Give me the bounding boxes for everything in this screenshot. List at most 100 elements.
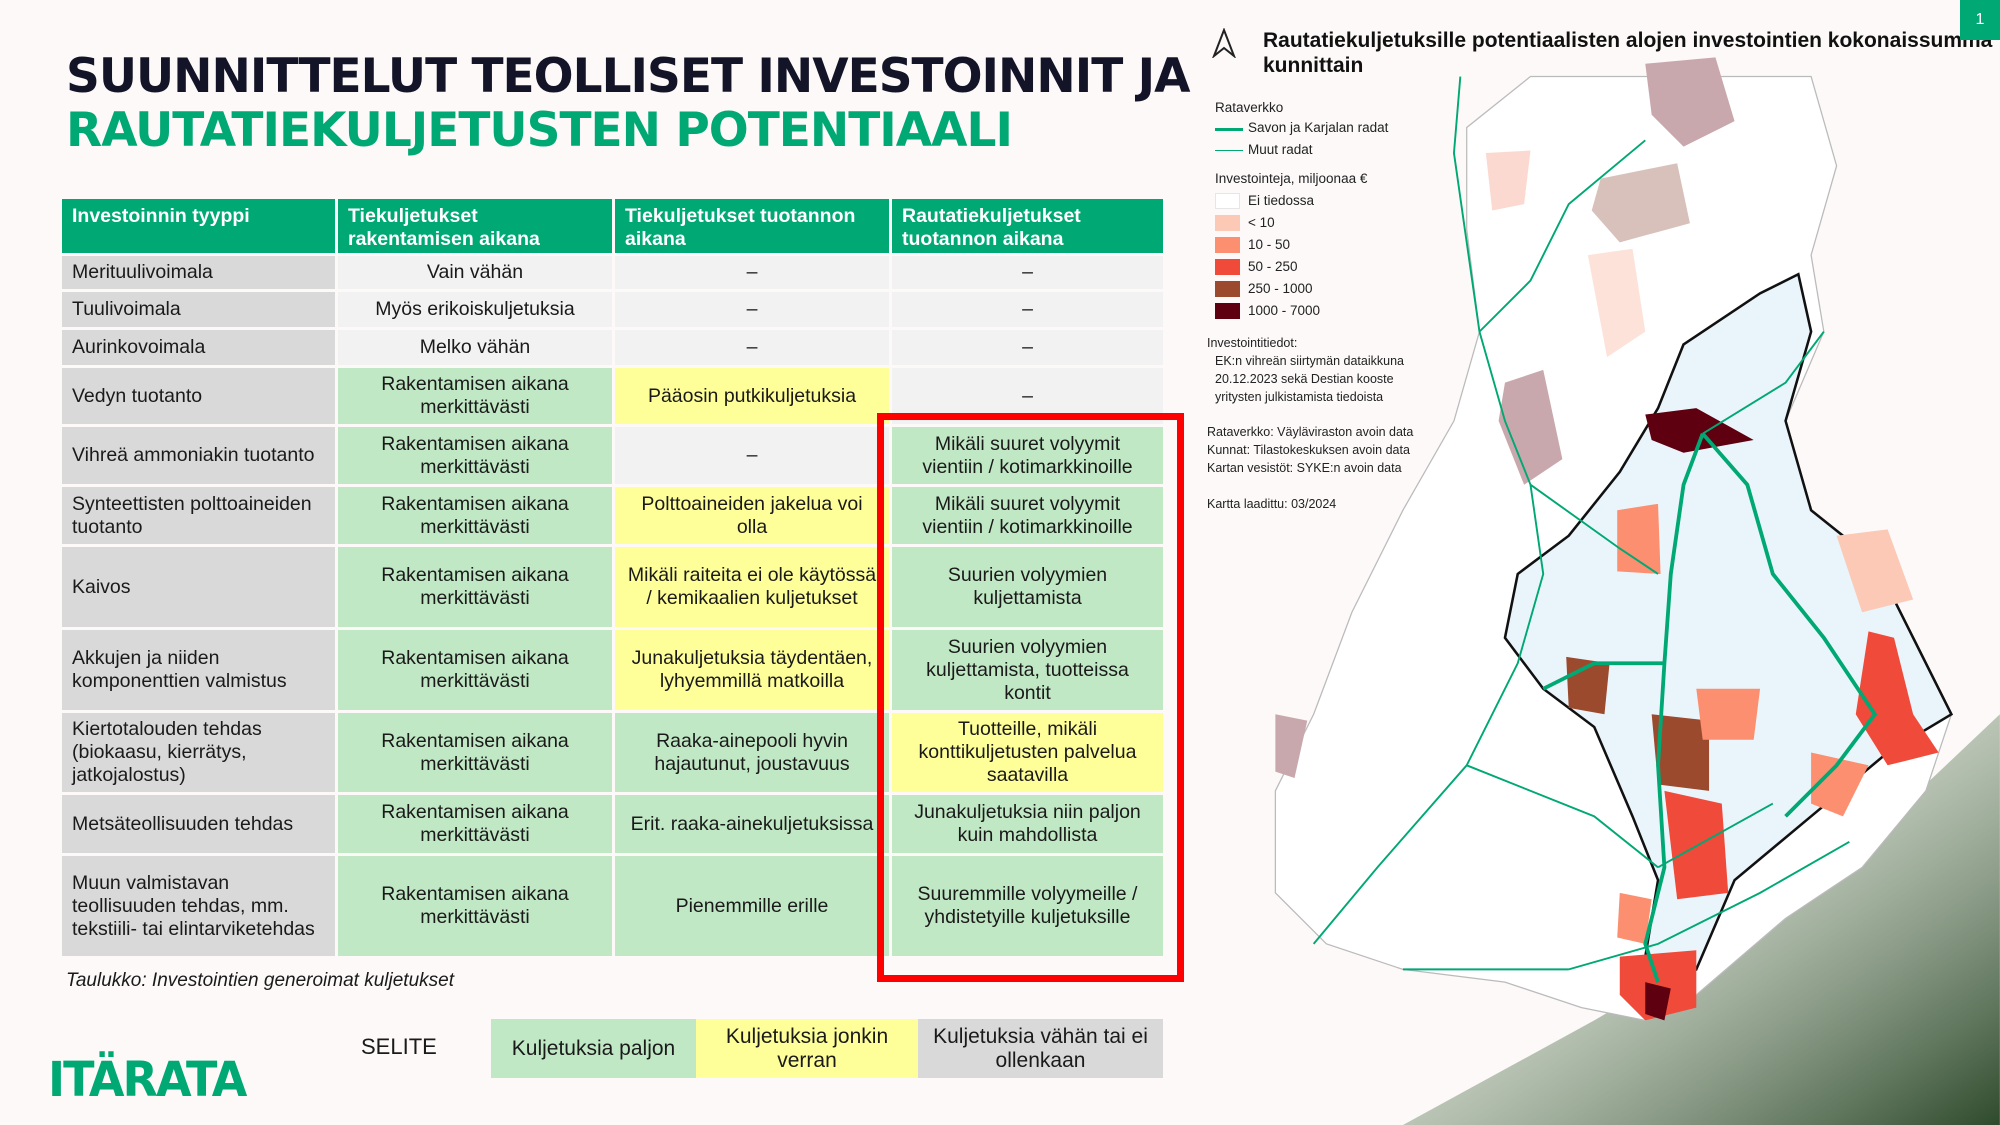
table-cell: Vain vähän bbox=[335, 253, 615, 292]
forest-photo bbox=[1402, 714, 2000, 1125]
legend-item-jonkin-verran: Kuljetuksia jonkin verran bbox=[696, 1019, 918, 1078]
class-swatch bbox=[1215, 259, 1240, 275]
investment-type-cell: Muun valmistavan teollisuuden tehdas, mm… bbox=[59, 853, 338, 959]
table-cell: – bbox=[612, 289, 892, 330]
table-row: Merituulivoimala Vain vähän – – bbox=[59, 253, 1166, 292]
investment-type-cell: Vihreä ammoniakin tuotanto bbox=[59, 424, 338, 487]
map-source-text: yritysten julkistamista tiedoista bbox=[1215, 390, 1384, 404]
table-cell: Erit. raaka-ainekuljetuksissa bbox=[612, 792, 892, 856]
table-row: Akkujen ja niiden komponenttien valmistu… bbox=[59, 627, 1166, 713]
map-source-text: Investointitiedot: bbox=[1207, 336, 1298, 350]
investment-type-cell: Metsäteollisuuden tehdas bbox=[59, 792, 338, 856]
map-source-text: Kunnat: Tilastokeskuksen avoin data bbox=[1207, 443, 1410, 457]
table-cell: Pienemmille erille bbox=[612, 853, 892, 959]
rail-legend-item: Savon ja Karjalan radat bbox=[1248, 120, 1389, 135]
class-swatch bbox=[1215, 237, 1240, 253]
map-source-text: Kartta laadittu: 03/2024 bbox=[1207, 497, 1337, 511]
table-cell: Mikäli suuret volyymit vientiin / kotima… bbox=[889, 424, 1166, 487]
table-cell: Polttoaineiden jakelua voi olla bbox=[612, 484, 892, 547]
highlight-box bbox=[877, 413, 1184, 982]
map-source-text: Kartan vesistöt: SYKE:n avoin data bbox=[1207, 461, 1402, 475]
legend-item-paljon: Kuljetuksia paljon bbox=[491, 1019, 696, 1078]
header-cell: Investoinnin tyyppi bbox=[59, 196, 338, 256]
table-cell: – bbox=[612, 253, 892, 292]
investment-table: Investoinnin tyyppi Tiekuljetukset raken… bbox=[59, 196, 1166, 959]
table-cell: – bbox=[889, 253, 1166, 292]
class-swatch bbox=[1215, 193, 1240, 209]
table-caption: Taulukko: Investointien generoimat kulje… bbox=[66, 970, 454, 991]
map-source-text: Rataverkko: Väyläviraston avoin data bbox=[1207, 425, 1414, 439]
north-arrow-icon bbox=[1212, 28, 1236, 58]
table-row: Synteettisten polttoaineiden tuotanto Rak… bbox=[59, 484, 1166, 547]
header-cell: Tiekuljetukset rakentamisen aikana bbox=[335, 196, 615, 256]
table-cell: Rakentamisen aikana merkittävästi bbox=[335, 627, 615, 713]
table-row: Aurinkovoimala Melko vähän – – bbox=[59, 327, 1166, 368]
table-row: Tuulivoimala Myös erikoiskuljetuksia – – bbox=[59, 289, 1166, 330]
table-cell: – bbox=[889, 327, 1166, 368]
header-cell: Tiekuljetukset tuotannon aikana bbox=[612, 196, 892, 256]
table-header: Investoinnin tyyppi Tiekuljetukset raken… bbox=[59, 196, 1166, 256]
table-cell: Rakentamisen aikana merkittävästi bbox=[335, 365, 615, 427]
table-cell: Melko vähän bbox=[335, 327, 615, 368]
table-cell: Rakentamisen aikana merkittävästi bbox=[335, 853, 615, 959]
investment-legend-title: Investointeja, miljoonaa € bbox=[1215, 171, 1368, 186]
table-cell: Pääosin putkikuljetuksia bbox=[612, 365, 892, 427]
table-cell: Rakentamisen aikana merkittävästi bbox=[335, 544, 615, 630]
table-cell: Tuotteille, mikäli konttikuljetusten pal… bbox=[889, 710, 1166, 795]
table-cell: Mikäli suuret volyymit vientiin / kotima… bbox=[889, 484, 1166, 547]
class-label: 1000 - 7000 bbox=[1248, 303, 1321, 318]
legend-title: SELITE bbox=[361, 1034, 437, 1059]
map-title: Rautatiekuljetuksille potentiaalisten al… bbox=[1212, 28, 2000, 78]
investment-type-cell: Tuulivoimala bbox=[59, 289, 338, 330]
table-cell: – bbox=[612, 424, 892, 487]
table-row: Vedyn tuotanto Rakentamisen aikana merkit… bbox=[59, 365, 1166, 427]
investment-type-cell: Kiertotalouden tehdas (biokaasu, kierrät… bbox=[59, 710, 338, 795]
investment-type-cell: Akkujen ja niiden komponenttien valmistu… bbox=[59, 627, 338, 713]
table-cell: Rakentamisen aikana merkittävästi bbox=[335, 792, 615, 856]
rail-network bbox=[1312, 76, 1878, 983]
map-source-text: 20.12.2023 sekä Destian kooste bbox=[1215, 372, 1394, 386]
map-source-text: EK:n vihreän siirtymän dataikkuna bbox=[1215, 354, 1404, 368]
table-row: Vihreä ammoniakin tuotanto Rakentamisen a… bbox=[59, 424, 1166, 487]
finland-map bbox=[1274, 57, 2000, 1125]
investment-type-cell: Aurinkovoimala bbox=[59, 327, 338, 368]
class-label: 10 - 50 bbox=[1248, 237, 1291, 252]
table-cell: Suurien volyymien kuljettamista bbox=[889, 544, 1166, 630]
investment-type-cell: Synteettisten polttoaineiden tuotanto bbox=[59, 484, 338, 547]
class-swatch bbox=[1215, 303, 1240, 319]
table-cell: Myös erikoiskuljetuksia bbox=[335, 289, 615, 330]
class-swatch bbox=[1215, 215, 1240, 231]
itarata-logo: ITÄRATA bbox=[48, 1050, 247, 1108]
rail-line-thin-swatch bbox=[1215, 150, 1243, 151]
table-cell: Rakentamisen aikana merkittävästi bbox=[335, 710, 615, 795]
class-label: 50 - 250 bbox=[1248, 259, 1298, 274]
class-label: < 10 bbox=[1248, 215, 1275, 230]
table-cell: Junakuljetuksia täydentäen, lyhyemmillä … bbox=[612, 627, 892, 713]
table-cell: – bbox=[612, 327, 892, 368]
table-cell: Junakuljetuksia niin paljon kuin mahdoll… bbox=[889, 792, 1166, 856]
table-row: Kaivos Rakentamisen aikana merkittävästi M… bbox=[59, 544, 1166, 630]
rail-legend-item: Muut radat bbox=[1248, 142, 1313, 157]
table-row: Metsäteollisuuden tehdas Rakentamisen aik… bbox=[59, 792, 1166, 856]
class-label: 250 - 1000 bbox=[1248, 281, 1313, 296]
class-label: Ei tiedossa bbox=[1248, 193, 1315, 208]
page-title: SUUNNITTELUT TEOLLISET INVESTOINNIT JA R… bbox=[66, 49, 1190, 158]
table-cell: Suurien volyymien kuljettamista, tuottei… bbox=[889, 627, 1166, 713]
class-swatch bbox=[1215, 281, 1240, 297]
rail-line-thick-swatch bbox=[1215, 128, 1243, 131]
rail-legend-title: Rataverkko bbox=[1215, 100, 1284, 115]
legend-item-vahan: Kuljetuksia vähän tai ei ollenkaan bbox=[918, 1019, 1163, 1078]
investment-type-cell: Merituulivoimala bbox=[59, 253, 338, 292]
table-cell: Suuremmille volyymeille / yhdistetyille … bbox=[889, 853, 1166, 959]
table-row: Muun valmistavan teollisuuden tehdas, mm… bbox=[59, 853, 1166, 959]
investment-type-cell: Kaivos bbox=[59, 544, 338, 630]
savo-karjala-region-outline bbox=[1503, 272, 1954, 971]
table-cell: Rakentamisen aikana merkittävästi bbox=[335, 484, 615, 547]
table-row: Kiertotalouden tehdas (biokaasu, kierrät… bbox=[59, 710, 1166, 795]
header-cell: Rautatiekuljetukset tuotannon aikana bbox=[889, 196, 1166, 256]
page-number: 1 bbox=[1960, 0, 2000, 40]
table-cell: Raaka-ainepooli hyvin hajautunut, jousta… bbox=[612, 710, 892, 795]
table-cell: Mikäli raiteita ei ole käytössä / kemika… bbox=[612, 544, 892, 630]
table-cell: – bbox=[889, 289, 1166, 330]
table-cell: Rakentamisen aikana merkittävästi bbox=[335, 424, 615, 487]
